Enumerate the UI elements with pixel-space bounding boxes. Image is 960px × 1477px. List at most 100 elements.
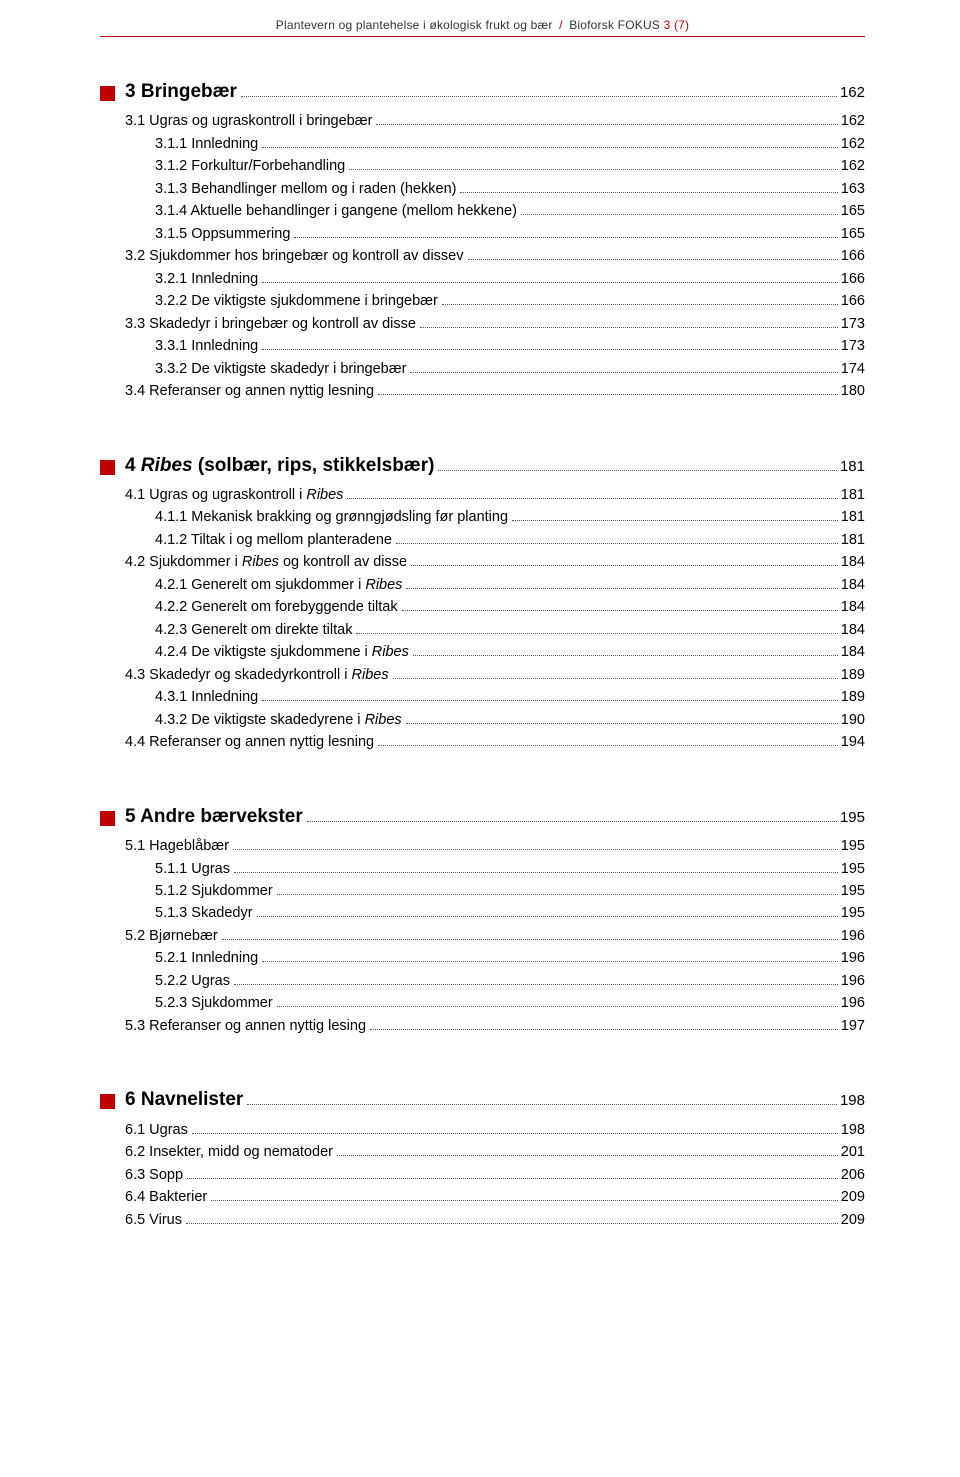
toc-page-number: 165 xyxy=(841,223,865,245)
toc-entry: 5.2.1 Innledning196 xyxy=(100,947,865,969)
toc-page-number: 162 xyxy=(841,110,865,132)
toc-leader xyxy=(438,470,837,471)
toc-leader xyxy=(241,96,837,97)
section-bullet-icon xyxy=(100,460,115,475)
toc-title: 5.2.1 Innledning xyxy=(155,947,258,969)
toc-title: 5.1.3 Skadedyr xyxy=(155,902,253,924)
toc-page-number: 162 xyxy=(841,133,865,155)
toc-title: 3.2.1 Innledning xyxy=(155,268,258,290)
toc-page-number: 173 xyxy=(841,313,865,335)
toc-entry: 5.1.2 Sjukdommer195 xyxy=(100,880,865,902)
toc-entry: 5.2.3 Sjukdommer196 xyxy=(100,992,865,1014)
toc-page-number: 190 xyxy=(841,709,865,731)
toc-leader xyxy=(376,124,837,125)
toc-title: 6.4 Bakterier xyxy=(125,1186,207,1208)
toc-entry: 6.5 Virus 209 xyxy=(100,1209,865,1231)
toc-page-number: 196 xyxy=(841,992,865,1014)
toc-page-number: 166 xyxy=(841,245,865,267)
toc-page-number: 184 xyxy=(841,596,865,618)
toc-title: 4.2.2 Generelt om forebyggende tiltak xyxy=(155,596,398,618)
header-right-prefix: Bioforsk FOKUS xyxy=(569,18,663,32)
toc-section: 3 Bringebær162 3.1 Ugras og ugraskontroll… xyxy=(100,77,865,403)
toc-title: 5.1.1 Ugras xyxy=(155,858,230,880)
toc-leader xyxy=(222,939,838,940)
toc-entry: 3.1.4 Aktuelle behandlinger i gangene (m… xyxy=(100,200,865,222)
toc-page-number: 181 xyxy=(841,484,865,506)
toc-page-number: 195 xyxy=(841,858,865,880)
toc-title: 3.1.5 Oppsummering xyxy=(155,223,290,245)
toc-title: 3.1.1 Innledning xyxy=(155,133,258,155)
toc-leader xyxy=(378,394,838,395)
toc-page-number: 181 xyxy=(841,529,865,551)
toc-line: 3 Bringebær162 xyxy=(125,77,865,106)
toc-page-number: 184 xyxy=(841,641,865,663)
toc-leader xyxy=(262,282,838,283)
toc-entry: 3.1.3 Behandlinger mellom og i raden (he… xyxy=(100,178,865,200)
toc-leader xyxy=(420,327,838,328)
toc-section: 4 Ribes (solbær, rips, stikkelsbær)181 4.… xyxy=(100,451,865,754)
toc-leader xyxy=(186,1223,838,1224)
toc-entry: 3.3.2 De viktigste skadedyr i bringebær1… xyxy=(100,358,865,380)
toc-entry: 5.1.1 Ugras 195 xyxy=(100,858,865,880)
toc-page-number: 184 xyxy=(841,619,865,641)
running-header: Plantevern og plantehelse i økologisk fr… xyxy=(100,18,865,37)
toc-leader xyxy=(337,1155,838,1156)
toc-entry: 3.2 Sjukdommer hos bringebær og kontroll… xyxy=(100,245,865,267)
toc-title: 4.3.1 Innledning xyxy=(155,686,258,708)
toc-title: 6.3 Sopp xyxy=(125,1164,183,1186)
toc-leader xyxy=(257,916,838,917)
toc-entry: 5.2.2 Ugras196 xyxy=(100,970,865,992)
toc-entry: 5.1 Hageblåbær195 xyxy=(100,835,865,857)
toc-leader xyxy=(347,498,837,499)
toc-leader xyxy=(277,894,838,895)
toc-entry: 3.1 Ugras og ugraskontroll i bringebær16… xyxy=(100,110,865,132)
toc-title: 4.3 Skadedyr og skadedyrkontroll i Ribes xyxy=(125,664,389,686)
toc-page-number: 184 xyxy=(841,551,865,573)
toc-page-number: 181 xyxy=(840,455,865,478)
toc-leader xyxy=(442,304,838,305)
header-separator: / xyxy=(556,18,566,32)
toc-title: 6.5 Virus xyxy=(125,1209,182,1231)
toc-title: 3.1.2 Forkultur/Forbehandling xyxy=(155,155,345,177)
toc-leader xyxy=(349,169,838,170)
toc-page-number: 162 xyxy=(840,81,865,104)
toc-leader xyxy=(187,1178,838,1179)
toc-title: 4.2 Sjukdommer i Ribes og kontroll av di… xyxy=(125,551,407,573)
section-bullet-icon xyxy=(100,811,115,826)
toc-leader xyxy=(356,633,837,634)
toc-entry: 3.2.1 Innledning166 xyxy=(100,268,865,290)
toc-title: 5 Andre bærvekster xyxy=(125,802,303,831)
toc-line: 4 Ribes (solbær, rips, stikkelsbær)181 xyxy=(125,451,865,480)
toc-leader xyxy=(247,1104,837,1105)
toc-leader xyxy=(307,821,837,822)
toc-entry: 4.2.3 Generelt om direkte tiltak184 xyxy=(100,619,865,641)
toc-title: 4.1.1 Mekanisk brakking og grønngjødslin… xyxy=(155,506,508,528)
toc-entry: 4.1 Ugras og ugraskontroll i Ribes181 xyxy=(100,484,865,506)
toc-leader xyxy=(262,961,838,962)
section-bullet-icon xyxy=(100,1094,115,1109)
toc-entry: 4.3.1 Innledning189 xyxy=(100,686,865,708)
toc-page-number: 209 xyxy=(841,1209,865,1231)
toc-leader xyxy=(234,984,838,985)
toc-page-number: 196 xyxy=(841,970,865,992)
toc-section-heading: 4 Ribes (solbær, rips, stikkelsbær)181 xyxy=(100,451,865,480)
toc-entry: 6.2 Insekter, midd og nematoder201 xyxy=(100,1141,865,1163)
toc-title: 5.3 Referanser og annen nyttig lesing xyxy=(125,1015,366,1037)
toc-entry: 4.2.2 Generelt om forebyggende tiltak 184 xyxy=(100,596,865,618)
toc-entry: 4.3 Skadedyr og skadedyrkontroll i Ribes… xyxy=(100,664,865,686)
toc-leader xyxy=(234,872,838,873)
toc-entry: 3.1.1 Innledning 162 xyxy=(100,133,865,155)
toc-section-heading: 5 Andre bærvekster 195 xyxy=(100,802,865,831)
toc-leader xyxy=(402,610,838,611)
toc-leader xyxy=(262,349,838,350)
toc-title: 6 Navnelister xyxy=(125,1085,243,1114)
toc-title: 6.1 Ugras xyxy=(125,1119,188,1141)
toc-entry: 5.2 Bjørnebær196 xyxy=(100,925,865,947)
toc-leader xyxy=(378,745,838,746)
toc-leader xyxy=(406,588,837,589)
toc-page-number: 195 xyxy=(840,806,865,829)
toc-entry: 6.4 Bakterier209 xyxy=(100,1186,865,1208)
table-of-contents: 3 Bringebær162 3.1 Ugras og ugraskontroll… xyxy=(100,77,865,1231)
toc-leader xyxy=(413,655,838,656)
toc-title: 5.1 Hageblåbær xyxy=(125,835,229,857)
